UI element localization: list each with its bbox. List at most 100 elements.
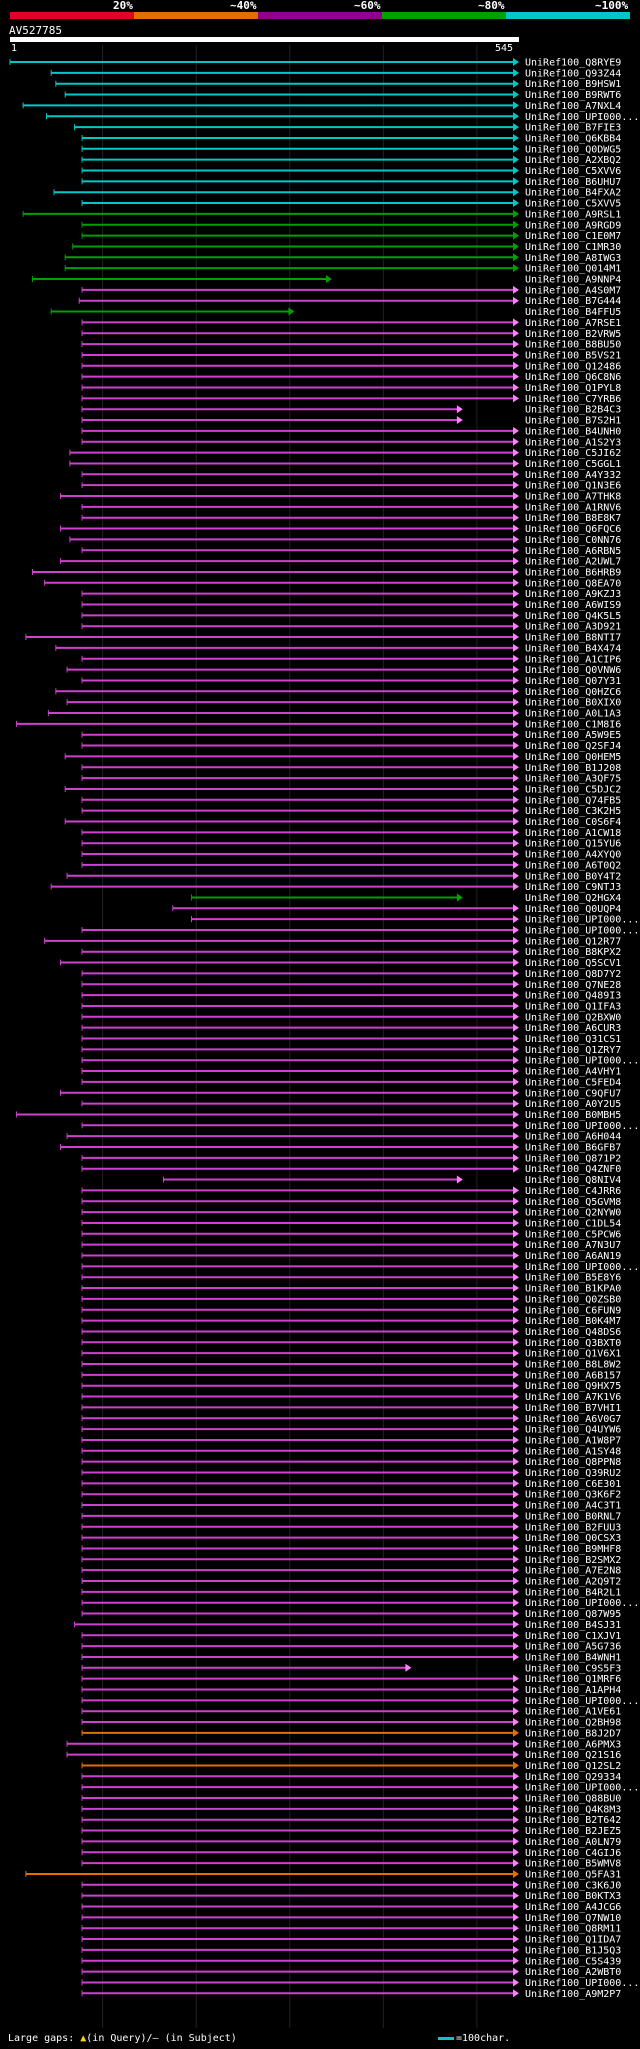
hit-row: UniRef100_B9RWT6	[64, 90, 621, 101]
hit-arrow	[513, 1739, 519, 1748]
hit-arrow	[513, 481, 519, 490]
hit-label: UniRef100_UPI000...	[525, 112, 639, 123]
hit-label: UniRef100_Q0UQP4	[525, 904, 621, 915]
hit-arrow	[513, 926, 519, 934]
hit-arrow	[513, 1425, 519, 1434]
hit-label: UniRef100_B6GFB7	[525, 1143, 621, 1154]
hit-label: UniRef100_C0NN76	[525, 535, 621, 546]
hit-label: UniRef100_UPI000...	[525, 915, 639, 926]
hit-arrow	[513, 1598, 519, 1607]
hit-label: UniRef100_Q5GVM8	[525, 1197, 621, 1208]
hit-label: UniRef100_A4VHY1	[525, 1067, 621, 1078]
hit-arrow	[513, 133, 519, 142]
hit-row: UniRef100_Q7NE28	[81, 980, 621, 991]
hit-label: UniRef100_A7THK8	[525, 492, 621, 503]
query-gap-icon: ▲	[80, 2033, 87, 2044]
hit-label: UniRef100_Q8D7Y2	[525, 969, 621, 980]
hit-label: UniRef100_Q88BU0	[525, 1794, 621, 1805]
hit-arrow	[513, 58, 519, 66]
hit-row: UniRef100_Q8D7Y2	[81, 969, 621, 980]
hit-arrow	[513, 1479, 519, 1488]
hit-label: UniRef100_Q31CS1	[525, 1034, 621, 1045]
hit-row: UniRef100_Q5GVM8	[81, 1197, 621, 1208]
hit-arrow	[513, 784, 519, 793]
hit-arrow	[513, 676, 519, 685]
hit-row: UniRef100_B6GFB7	[60, 1143, 621, 1154]
hit-arrow	[513, 1533, 519, 1542]
hit-row: UniRef100_A1CW18	[81, 828, 621, 839]
hit-label: UniRef100_Q4K8M3	[525, 1804, 621, 1815]
hit-row: UniRef100_A6V0G7	[81, 1414, 621, 1425]
hit-row: UniRef100_B9MHF8	[81, 1544, 621, 1555]
hit-row: UniRef100_B6HRB9	[31, 567, 621, 578]
hit-label: UniRef100_C1E0M7	[525, 231, 621, 242]
hit-row: UniRef100_C5FED4	[81, 1077, 621, 1088]
hit-label: UniRef100_Q8RYE9	[525, 58, 621, 69]
hit-row: UniRef100_Q6FQC6	[60, 524, 621, 535]
hit-row: UniRef100_Q6C8N6	[81, 372, 621, 383]
hit-arrow	[513, 936, 519, 945]
hit-label: UniRef100_A1RNV6	[525, 502, 621, 513]
hit-row: UniRef100_A4S0M7	[81, 285, 621, 296]
hit-row: UniRef100_C5PCW6	[81, 1229, 621, 1240]
hit-row: UniRef100_B4R2L1	[81, 1587, 621, 1598]
hit-label: UniRef100_A1CIP6	[525, 654, 621, 665]
hit-row: UniRef100_C1XJV1	[81, 1631, 621, 1642]
hit-arrow	[405, 1663, 412, 1672]
hit-label: UniRef100_B0K4M7	[525, 1316, 621, 1327]
identity-legend-bar	[10, 12, 630, 19]
hit-arrow	[513, 1848, 519, 1857]
hit-arrow	[513, 817, 519, 826]
hit-label: UniRef100_B9RWT6	[525, 90, 621, 101]
hit-row: UniRef100_A4JCG6	[81, 1902, 621, 1913]
hit-arrow	[513, 654, 519, 663]
hit-label: UniRef100_Q4K5L5	[525, 611, 621, 622]
hit-arrow	[513, 470, 519, 479]
hit-arrow	[513, 1338, 519, 1347]
hit-arrow	[513, 535, 519, 544]
hit-row: UniRef100_Q0HEM5	[64, 752, 621, 763]
scale-bar	[438, 2036, 454, 2040]
hit-arrow	[513, 524, 519, 533]
hit-row: UniRef100_C5XVV5	[81, 199, 621, 210]
hit-label: UniRef100_A6PMX3	[525, 1739, 621, 1750]
hit-arrow	[513, 68, 519, 77]
hit-row: UniRef100_Q12486	[81, 361, 621, 372]
hit-label: UniRef100_B8L8W2	[525, 1360, 621, 1371]
hit-row: UniRef100_A8IWG3	[64, 253, 621, 264]
hit-label: UniRef100_B1J5Q3	[525, 1945, 621, 1956]
hit-arrow	[513, 1880, 519, 1889]
scale-text: =100char.	[456, 2033, 511, 2044]
hit-arrow	[513, 1750, 519, 1759]
hit-label: UniRef100_C3K2H5	[525, 806, 621, 817]
hit-label: UniRef100_A1APH4	[525, 1685, 621, 1696]
hit-row: UniRef100_Q0HZC6	[55, 687, 621, 698]
hit-label: UniRef100_A7NXL4	[525, 101, 621, 112]
hit-label: UniRef100_Q1MRF6	[525, 1674, 621, 1685]
hit-arrow	[513, 1240, 519, 1249]
hit-row: UniRef100_Q21S16	[66, 1750, 621, 1761]
hit-arrow	[513, 1674, 519, 1683]
hit-row: UniRef100_B0K4M7	[81, 1316, 621, 1327]
hit-arrow	[513, 1218, 519, 1227]
hit-row: UniRef100_B2SMX2	[81, 1555, 621, 1566]
hit-arrow	[513, 1262, 519, 1271]
hit-label: UniRef100_A2UWL7	[525, 557, 621, 568]
hit-label: UniRef100_Q0VNW6	[525, 665, 621, 676]
hit-row: UniRef100_C1DL54	[81, 1218, 621, 1229]
hit-label: UniRef100_Q8NIV4	[525, 1175, 621, 1186]
hit-label: UniRef100_Q29334	[525, 1772, 621, 1783]
hit-arrow	[456, 416, 463, 425]
hit-arrow	[513, 1273, 519, 1282]
hit-row: UniRef100_C1E0M7	[81, 231, 621, 242]
hit-label: UniRef100_C1MR30	[525, 242, 621, 253]
hit-arrow	[513, 1945, 519, 1954]
hit-label: UniRef100_Q48DS6	[525, 1327, 621, 1338]
hit-row: UniRef100_A2UWL7	[60, 557, 621, 568]
hit-arrow	[513, 1099, 519, 1108]
hit-row: UniRef100_UPI000...	[81, 1783, 639, 1794]
hit-label: UniRef100_A6H044	[525, 1132, 621, 1143]
hit-arrow	[456, 405, 463, 414]
hit-arrow	[513, 1435, 519, 1444]
